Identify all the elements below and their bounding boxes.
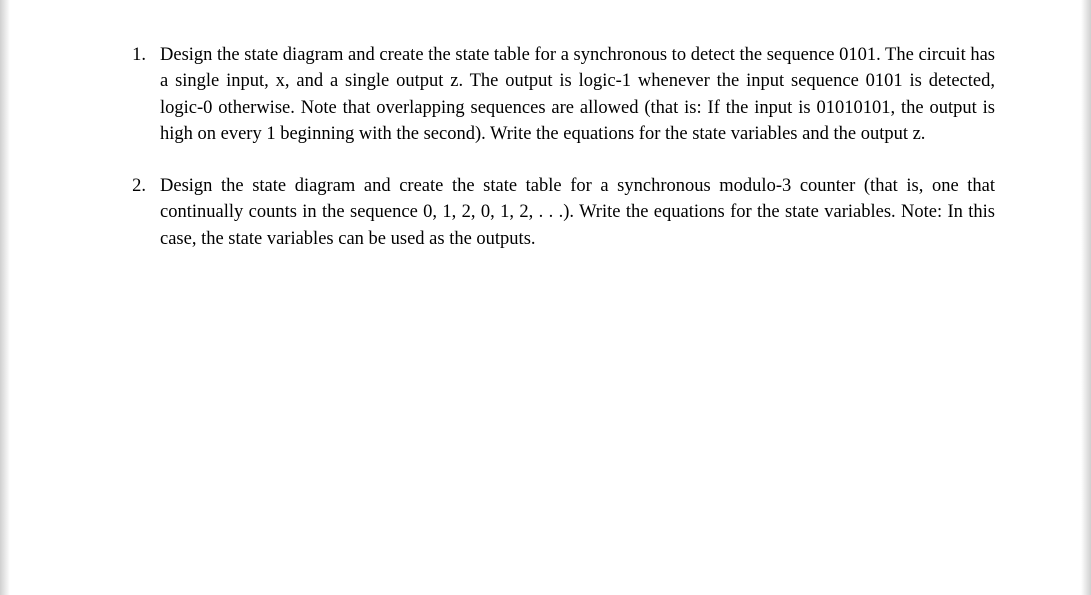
list-item: 1. Design the state diagram and create t… xyxy=(128,42,995,147)
list-item: 2. Design the state diagram and create t… xyxy=(128,173,995,252)
page-shadow-right xyxy=(1081,0,1091,595)
list-item-text: Design the state diagram and create the … xyxy=(160,42,995,147)
page-shadow-left xyxy=(0,0,10,595)
list-item-text: Design the state diagram and create the … xyxy=(160,173,995,252)
document-content: 1. Design the state diagram and create t… xyxy=(0,0,1091,252)
list-item-number: 2. xyxy=(128,173,160,252)
list-item-number: 1. xyxy=(128,42,160,147)
